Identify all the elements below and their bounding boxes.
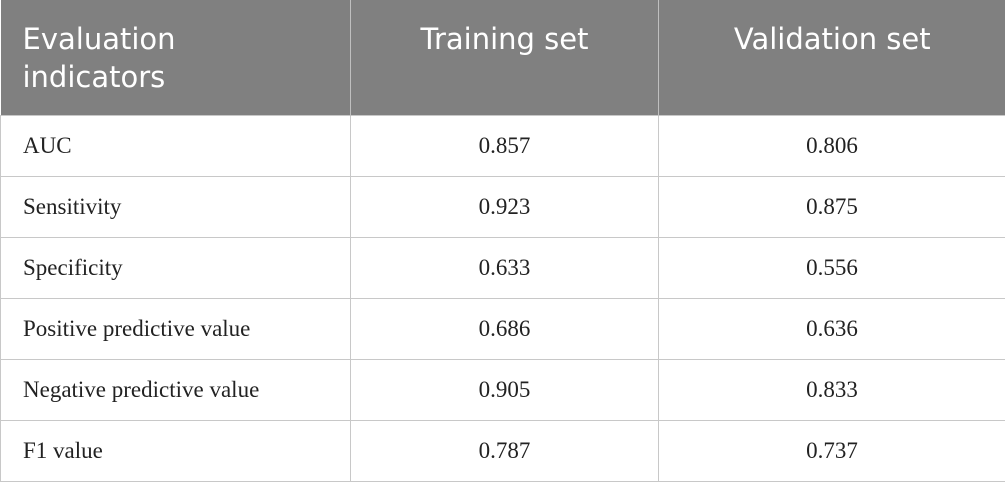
header-cell: Validation set xyxy=(658,0,1005,115)
table-row: Sensitivity 0.923 0.875 xyxy=(0,175,1005,238)
header-text: Evaluation indicators xyxy=(22,22,176,94)
row-label: Sensitivity xyxy=(0,175,351,238)
row-label: AUC xyxy=(0,114,351,177)
header-text: Training set xyxy=(420,22,589,56)
value-cell: 0.875 xyxy=(658,175,1005,238)
value-cell: 0.636 xyxy=(658,297,1005,360)
row-label: Specificity xyxy=(0,236,351,299)
value-cell: 0.737 xyxy=(658,419,1005,482)
value-cell: 0.787 xyxy=(350,419,659,482)
table-body: AUC 0.857 0.806 Sensitivity 0.923 0.875 Specif… xyxy=(0,114,1005,482)
value-cell: 0.905 xyxy=(350,358,659,421)
header-text: Validation set xyxy=(733,22,931,56)
value-cell: 0.833 xyxy=(658,358,1005,421)
row-label: Positive predictive value xyxy=(0,297,351,360)
value-cell: 0.633 xyxy=(350,236,659,299)
value-cell: 0.923 xyxy=(350,175,659,238)
value-cell: 0.806 xyxy=(658,114,1005,177)
table-row: Negative predictive value 0.905 0.833 xyxy=(0,358,1005,421)
row-label: F1 value xyxy=(0,419,351,482)
table-row: Specificity 0.633 0.556 xyxy=(0,236,1005,299)
results-table: Evaluation indicators Training set Validat… xyxy=(0,0,1005,482)
value-cell: 0.556 xyxy=(658,236,1005,299)
header-cell: Evaluation indicators xyxy=(0,0,351,115)
table-row: F1 value 0.787 0.737 xyxy=(0,419,1005,482)
row-label: Negative predictive value xyxy=(0,358,351,421)
table-row: Positive predictive value 0.686 0.636 xyxy=(0,297,1005,360)
table-header: Evaluation indicators Training set Validat… xyxy=(0,0,1005,115)
value-cell: 0.857 xyxy=(350,114,659,177)
header-row: Evaluation indicators Training set Validat… xyxy=(0,0,1005,115)
header-cell: Training set xyxy=(350,0,659,115)
value-cell: 0.686 xyxy=(350,297,659,360)
table-row: AUC 0.857 0.806 xyxy=(0,114,1005,177)
